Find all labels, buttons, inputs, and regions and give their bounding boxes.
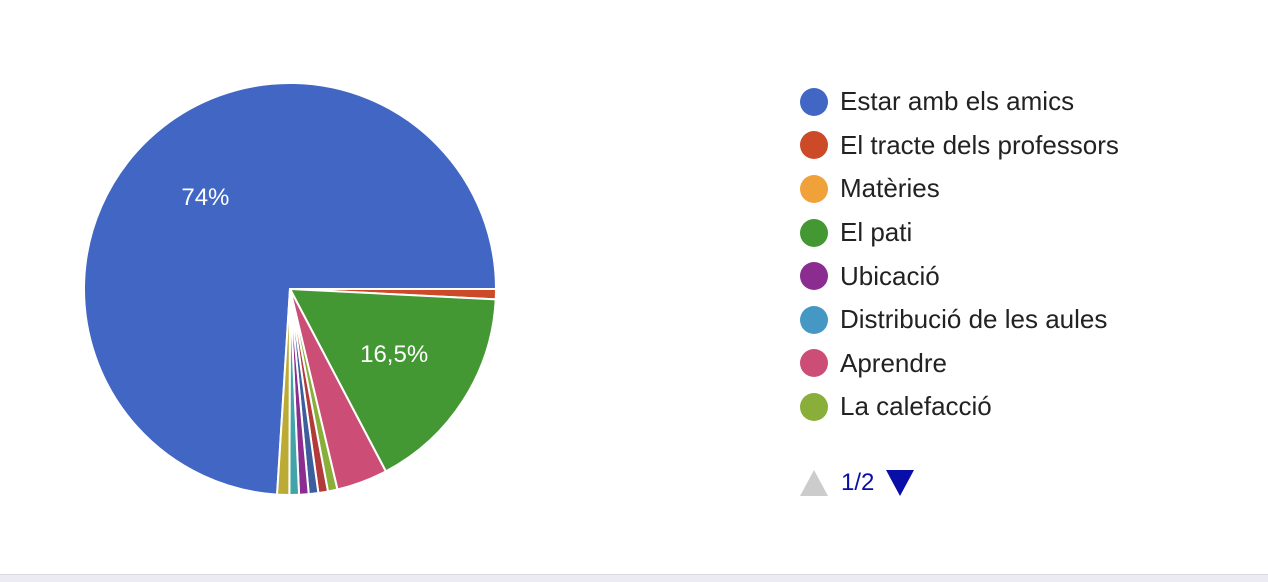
pie-slice[interactable] bbox=[276, 288, 291, 496]
legend-item[interactable]: Estar amb els amics bbox=[800, 80, 1119, 124]
slice-data-label: 16,5% bbox=[360, 341, 428, 368]
legend-swatch bbox=[800, 87, 828, 116]
pie-slice[interactable] bbox=[289, 288, 497, 473]
legend-item[interactable]: El tracte dels professors bbox=[800, 124, 1119, 168]
legend-label: Matèries bbox=[840, 173, 940, 204]
legend-swatch bbox=[800, 349, 828, 378]
legend-item[interactable]: La calefacció bbox=[800, 385, 1119, 429]
legend-label: La calefacció bbox=[840, 391, 992, 422]
legend-pager: 1/2 bbox=[800, 467, 915, 499]
triangle-up-icon bbox=[800, 470, 828, 496]
legend-label: El pati bbox=[840, 217, 913, 248]
legend-swatch bbox=[800, 131, 828, 160]
legend-item[interactable]: Distribució de les aules bbox=[800, 298, 1119, 342]
bottom-divider bbox=[0, 574, 1268, 582]
legend-item[interactable]: Aprendre bbox=[800, 342, 1119, 386]
legend-item[interactable]: El pati bbox=[800, 211, 1119, 255]
legend-swatch bbox=[800, 305, 828, 334]
legend-label: Distribució de les aules bbox=[840, 304, 1108, 335]
triangle-down-icon[interactable] bbox=[886, 470, 915, 496]
legend-swatch bbox=[800, 262, 828, 291]
legend-swatch bbox=[800, 392, 828, 421]
slice-data-label: 74% bbox=[181, 184, 229, 211]
legend-label: Aprendre bbox=[840, 347, 947, 378]
legend-label: El tracte dels professors bbox=[840, 129, 1119, 160]
legend-item[interactable]: Matèries bbox=[800, 167, 1119, 211]
legend-swatch bbox=[800, 218, 828, 247]
legend-label: Estar amb els amics bbox=[840, 86, 1075, 117]
chart-legend: Estar amb els amics El tracte dels profe… bbox=[800, 80, 1119, 429]
page-indicator: 1/2 bbox=[841, 469, 875, 496]
legend-item[interactable]: Ubicació bbox=[800, 254, 1119, 298]
legend-label: Ubicació bbox=[840, 260, 940, 291]
legend-swatch bbox=[800, 174, 828, 203]
